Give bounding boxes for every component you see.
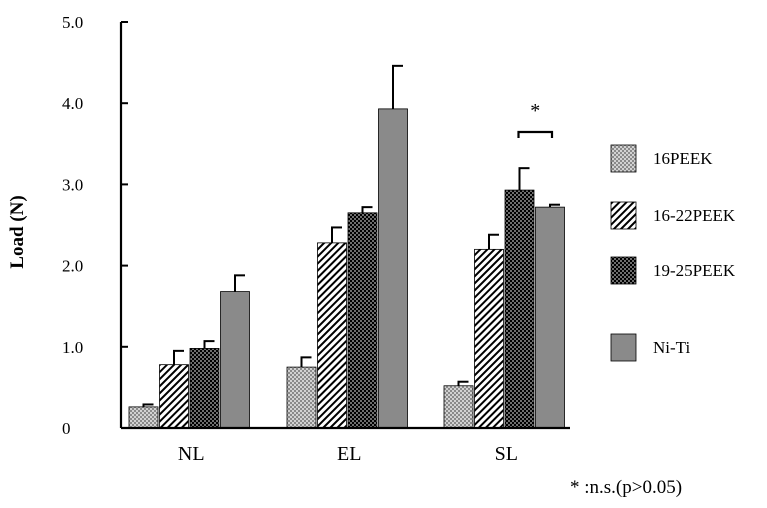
footnote: * :n.s.(p>0.05): [570, 477, 682, 498]
significance-bracket: [517, 130, 554, 138]
y-tick-label: 4.0: [62, 94, 83, 113]
x-axis: NL EL SL: [121, 426, 570, 465]
bar: [286, 366, 317, 429]
bar: [189, 348, 220, 429]
y-tick-label: 0: [62, 419, 71, 438]
significance-star: *: [530, 100, 540, 122]
significance-annotation: *: [517, 100, 554, 138]
bar: [347, 212, 378, 429]
bar: [504, 189, 535, 429]
bar: [128, 406, 159, 429]
bar: [317, 242, 347, 429]
y-tick-label: 5.0: [62, 13, 83, 32]
y-tick-label: 1.0: [62, 338, 83, 357]
bar: [443, 385, 474, 429]
bars: [128, 64, 565, 429]
legend: 16PEEK 16-22PEEK 19-25PEEK Ni-Ti: [610, 144, 736, 362]
legend-swatch: [610, 333, 637, 362]
legend-swatch: [610, 201, 637, 230]
x-tick-label: EL: [337, 443, 361, 465]
y-axis-label: Load (N): [7, 195, 28, 268]
x-tick-label: NL: [178, 443, 205, 465]
y-tick-label: 3.0: [62, 175, 83, 194]
x-tick-label: SL: [495, 443, 518, 465]
legend-label: 16-22PEEK: [653, 206, 736, 225]
y-axis: 0 1.0 2.0 3.0 4.0 5.0: [62, 13, 128, 438]
bar: [474, 248, 504, 429]
legend-label: 19-25PEEK: [653, 261, 736, 280]
legend-label: 16PEEK: [653, 149, 713, 168]
bar: [220, 291, 250, 429]
legend-label: Ni-Ti: [653, 338, 690, 357]
bar: [159, 364, 189, 429]
bar: [378, 108, 408, 429]
legend-swatch: [610, 144, 637, 173]
bar: [535, 206, 565, 429]
y-tick-label: 2.0: [62, 257, 83, 276]
legend-swatch: [610, 256, 637, 285]
